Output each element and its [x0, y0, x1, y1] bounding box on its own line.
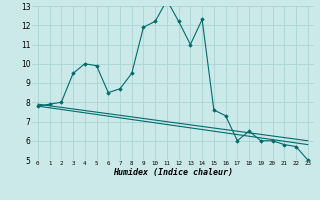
X-axis label: Humidex (Indice chaleur): Humidex (Indice chaleur): [113, 168, 233, 177]
